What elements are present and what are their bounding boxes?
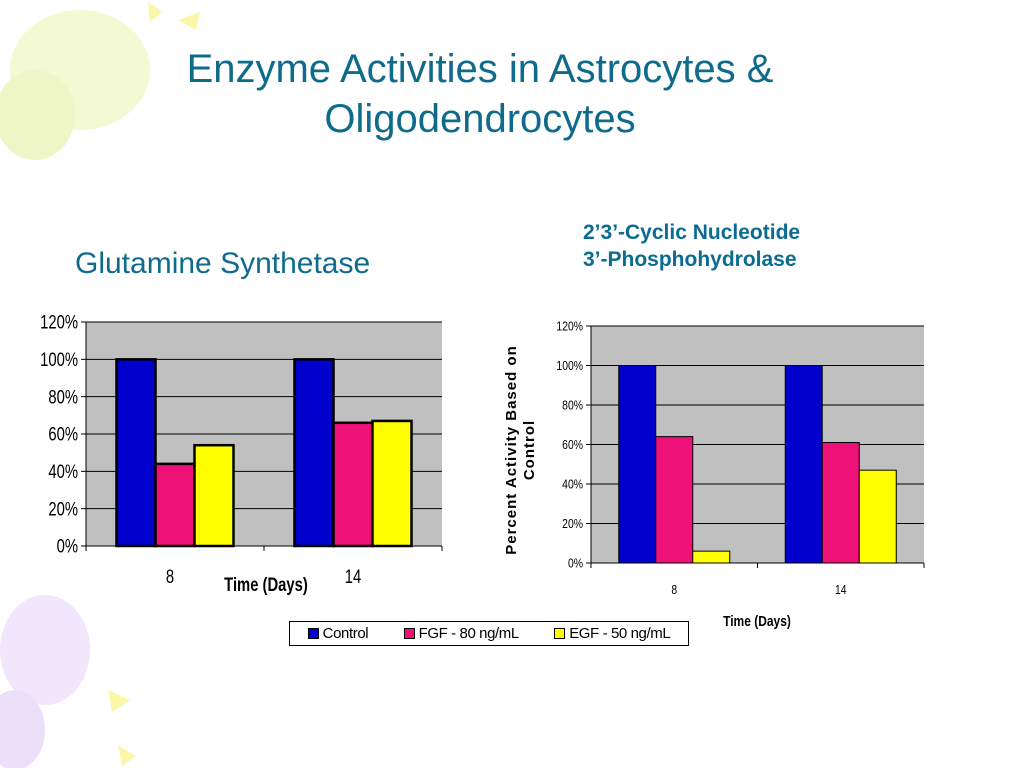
- right-x-axis-label: Time (Days): [723, 613, 791, 630]
- left-y-tick-label: 0%: [57, 536, 78, 557]
- left-x-axis-label: Time (Days): [224, 574, 308, 595]
- right-bar-egf-day-8: [692, 550, 731, 564]
- decorative-yellow-triangle: [178, 12, 200, 30]
- decorative-yellow-triangle: [108, 690, 130, 712]
- right-y-axis-label-line-1: Percent Activity Based on: [503, 345, 520, 555]
- right-y-tick-label: 80%: [562, 399, 583, 413]
- slide-title-line-1: Enzyme Activities in Astrocytes &: [186, 47, 774, 91]
- left-y-tick-label: 100%: [40, 349, 78, 370]
- right-y-tick-label: 0%: [568, 557, 583, 571]
- left-y-tick-label: 20%: [48, 499, 78, 520]
- right-y-axis-label: Percent Activity Based on Control: [503, 345, 538, 555]
- legend-label: Control: [322, 625, 369, 642]
- right-bar-egf-day-14: [858, 469, 897, 564]
- legend-item-egf: EGF - 50 ng/mL: [554, 625, 671, 642]
- right-y-tick-label: 40%: [562, 478, 583, 492]
- legend-label: FGF - 80 ng/mL: [418, 625, 520, 642]
- legend-item-control: Control: [307, 625, 369, 642]
- left-bar-fgf-day-8: [154, 462, 196, 548]
- slide-title: Enzyme Activities in Astrocytes & Oligod…: [0, 44, 960, 144]
- right-y-tick-label: 120%: [556, 320, 583, 334]
- left-bar-control-day-14: [293, 358, 335, 548]
- right-bar-control-day-8: [618, 365, 657, 564]
- right-bar-control-day-14: [784, 365, 823, 564]
- legend-item-fgf: FGF - 80 ng/mL: [403, 625, 520, 642]
- slide-title-line-2: Oligodendrocytes: [324, 97, 636, 141]
- left-bar-egf-day-8: [193, 443, 235, 548]
- right-chart-heading: 2’3’-Cyclic Nucleotide 3’-Phosphohydrola…: [583, 219, 800, 273]
- legend-swatch-control: [307, 628, 319, 639]
- left-chart-heading: Glutamine Synthetase: [75, 247, 371, 280]
- left-y-tick-label: 40%: [48, 461, 78, 482]
- left-bar-egf-day-14: [371, 419, 413, 548]
- right-chart-heading-line-2: 3’-Phosphohydrolase: [583, 248, 797, 271]
- left-bar-control-day-8: [115, 358, 157, 548]
- decorative-purple-blob: [0, 690, 45, 768]
- right-x-category-label: 8: [671, 583, 677, 597]
- left-y-tick-label: 60%: [48, 424, 78, 445]
- left-x-category-label: 14: [345, 566, 361, 587]
- right-chart-heading-line-1: 2’3’-Cyclic Nucleotide: [583, 221, 801, 244]
- right-bar-fgf-day-14: [821, 442, 860, 564]
- decorative-purple-blob: [0, 595, 90, 705]
- right-y-tick-label: 100%: [556, 359, 583, 373]
- right-y-axis-label-line-2: Control: [521, 420, 538, 480]
- legend-label: EGF - 50 ng/mL: [569, 625, 671, 642]
- right-x-category-label: 14: [835, 583, 847, 597]
- left-y-tick-label: 80%: [48, 387, 78, 408]
- legend-swatch-egf: [554, 628, 566, 639]
- decorative-yellow-triangle: [118, 745, 136, 766]
- right-y-tick-label: 60%: [562, 438, 583, 452]
- left-y-tick-label: 120%: [40, 312, 78, 333]
- left-x-category-label: 8: [166, 566, 174, 587]
- right-y-tick-label: 20%: [562, 517, 583, 531]
- chart-legend: Control FGF - 80 ng/mL EGF - 50 ng/mL: [289, 621, 689, 646]
- right-bar-fgf-day-8: [655, 436, 694, 564]
- decorative-green-blob: [0, 70, 75, 160]
- decorative-yellow-triangle: [148, 2, 162, 22]
- legend-swatch-fgf: [403, 628, 415, 639]
